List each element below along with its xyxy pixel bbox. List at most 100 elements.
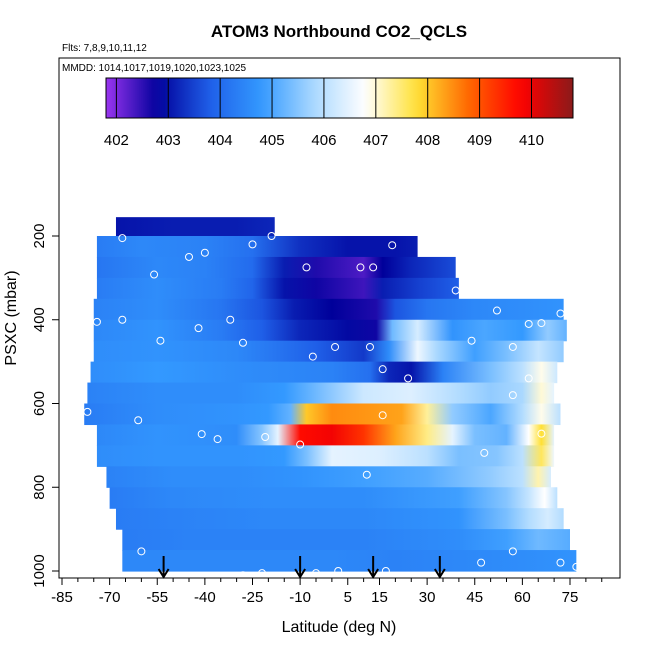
- sample-point: [537, 429, 546, 438]
- sample-point: [312, 569, 320, 578]
- heatmap-band: [106, 466, 551, 488]
- sample-point: [83, 407, 92, 416]
- sample-point: [404, 374, 413, 383]
- heatmap: [84, 217, 577, 572]
- y-tick-label: 600: [31, 391, 48, 416]
- sample-point: [356, 263, 365, 272]
- sample-point: [248, 240, 257, 249]
- heatmap-band: [93, 319, 567, 342]
- sample-point: [118, 315, 127, 324]
- sample-point: [134, 416, 143, 425]
- sample-points: [80, 232, 581, 578]
- flight-arrow: [433, 556, 446, 579]
- sample-point: [185, 252, 193, 261]
- sample-point: [156, 336, 165, 345]
- sample-point: [467, 336, 476, 345]
- x-tick-label: 75: [562, 589, 579, 606]
- heatmap-band: [90, 361, 558, 384]
- heatmap-band: [96, 445, 555, 467]
- sample-point: [258, 569, 267, 578]
- heatmap-band: [93, 340, 564, 363]
- flight-arrow: [294, 556, 306, 579]
- sample-point: [238, 571, 247, 578]
- sample-point: [213, 435, 222, 444]
- colorbar-label: 405: [260, 132, 285, 149]
- sample-point: [537, 319, 546, 328]
- heatmap-band: [109, 487, 558, 509]
- sample-point: [92, 317, 101, 326]
- y-tick-label: 400: [31, 307, 48, 332]
- colorbar-label: 404: [208, 132, 233, 149]
- colorbar-label: 407: [363, 132, 388, 149]
- sample-point: [508, 547, 517, 556]
- sample-point: [508, 391, 517, 400]
- heatmap-band: [96, 236, 418, 258]
- x-tick-label: 60: [514, 589, 531, 606]
- sample-point: [572, 562, 581, 571]
- x-tick-label: 45: [466, 589, 483, 606]
- sample-point: [194, 324, 203, 333]
- x-tick-label: -85: [51, 589, 73, 606]
- sample-point: [480, 448, 489, 457]
- x-tick-label: -25: [242, 589, 264, 606]
- heatmap-band: [115, 217, 275, 239]
- sample-point: [267, 232, 276, 240]
- sample-point: [197, 430, 206, 439]
- heatmap-band: [87, 382, 555, 405]
- sample-point: [200, 248, 209, 257]
- x-tick-label: -10: [289, 589, 311, 606]
- heatmap-band: [96, 424, 555, 446]
- colorbar-label: 406: [311, 132, 336, 149]
- sample-point: [334, 567, 343, 575]
- sample-point: [302, 263, 311, 272]
- x-tick-label: 30: [419, 589, 436, 606]
- colorbar-gradient: [105, 77, 574, 119]
- colorbar-label: 410: [519, 132, 544, 149]
- sample-point: [508, 342, 517, 351]
- sample-point: [378, 365, 387, 374]
- sample-point: [432, 242, 441, 251]
- sample-point: [261, 433, 270, 441]
- y-tick-label: 200: [31, 223, 48, 248]
- colorbar-label: 403: [156, 132, 181, 149]
- sample-point: [556, 309, 565, 318]
- sample-point: [137, 547, 146, 556]
- sample-point: [556, 558, 565, 567]
- sample-point: [226, 315, 235, 324]
- colorbar-label: 408: [415, 132, 440, 149]
- heatmap-band: [96, 277, 459, 300]
- colorbar-labels: 402 403 404 405 406 407 408 409 410: [104, 132, 544, 149]
- heatmap-band: [96, 256, 456, 279]
- sample-point: [118, 234, 127, 243]
- x-tick-label: 5: [344, 589, 352, 606]
- sample-point: [362, 470, 371, 479]
- flight-arrows: [157, 556, 446, 579]
- sample-point: [477, 558, 486, 567]
- sample-point: [238, 338, 247, 347]
- colorbar-label: 402: [104, 132, 129, 149]
- x-tick-label: -40: [194, 589, 216, 606]
- sample-point: [150, 270, 159, 279]
- sample-point: [296, 440, 305, 449]
- plot-frame: [58, 57, 621, 579]
- sample-point: [308, 352, 317, 361]
- sample-point: [492, 306, 501, 315]
- chart-title: ATOM3 Northbound CO2_QCLS: [211, 22, 467, 41]
- heatmap-band: [122, 550, 253, 572]
- dates-subtitle: MMDD: 1014,1017,1019,1020,1023,1025: [62, 63, 246, 74]
- x-axis: -85 -70 -55 -40 -25 -10 5 15 30 45 60 75: [51, 578, 603, 606]
- y-axis-label: PSXC (mbar): [3, 270, 20, 365]
- sample-point: [451, 286, 460, 295]
- flights-subtitle: Flts: 7,8,9,10,11,12: [62, 43, 147, 54]
- colorbar: [105, 77, 574, 119]
- x-axis-label: Latitude (deg N): [282, 619, 397, 636]
- y-axis: 200 400 600 800 1000: [31, 223, 59, 588]
- sample-point: [378, 411, 387, 420]
- sample-point: [524, 319, 533, 328]
- x-tick-label: 15: [371, 589, 388, 606]
- x-tick-label: -70: [99, 589, 121, 606]
- x-tick-label: -55: [146, 589, 168, 606]
- heatmap-band: [93, 298, 564, 321]
- y-tick-label: 1000: [31, 554, 48, 587]
